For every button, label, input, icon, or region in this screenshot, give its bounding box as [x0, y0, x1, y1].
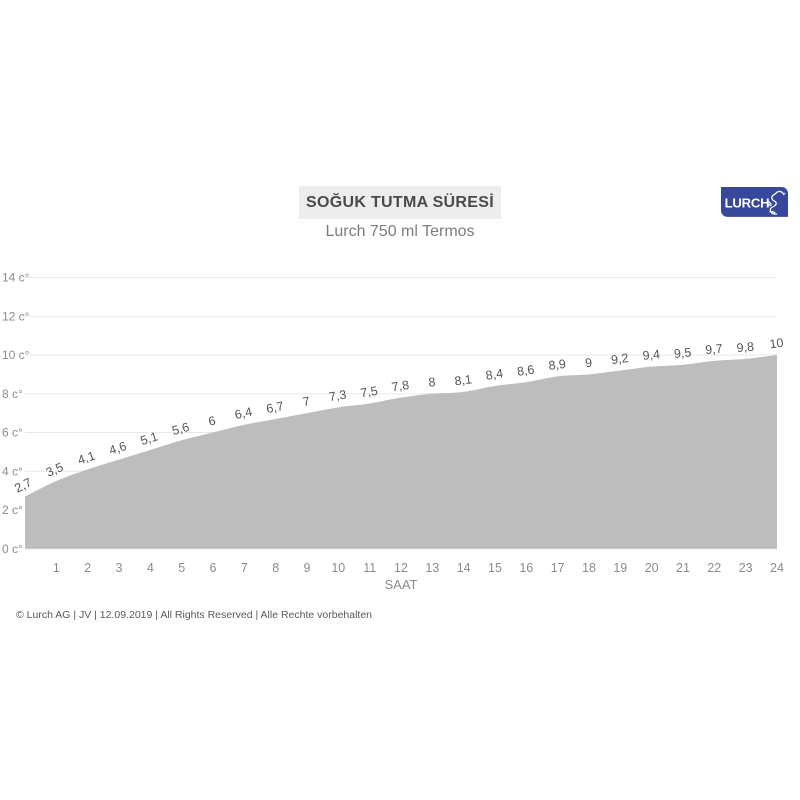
svg-text:0 c°: 0 c°: [2, 542, 23, 556]
svg-text:7,3: 7,3: [328, 388, 347, 405]
svg-text:8,4: 8,4: [485, 366, 504, 383]
svg-text:7,5: 7,5: [359, 384, 378, 401]
svg-text:6,7: 6,7: [265, 399, 285, 416]
svg-text:5: 5: [178, 561, 185, 575]
svg-text:9,7: 9,7: [705, 342, 724, 358]
svg-text:9,4: 9,4: [642, 347, 661, 363]
svg-text:3,5: 3,5: [44, 460, 66, 480]
svg-text:9,2: 9,2: [610, 351, 629, 367]
svg-text:23: 23: [739, 561, 753, 575]
svg-text:10: 10: [331, 561, 345, 575]
svg-text:14 c°: 14 c°: [2, 271, 30, 285]
svg-text:8: 8: [272, 561, 279, 575]
svg-text:12 c°: 12 c°: [2, 309, 30, 323]
svg-text:8: 8: [428, 375, 436, 390]
svg-text:7: 7: [302, 394, 311, 409]
svg-text:SAAT: SAAT: [385, 577, 418, 592]
svg-text:4: 4: [147, 561, 154, 575]
svg-text:9: 9: [585, 356, 593, 371]
svg-text:9,5: 9,5: [673, 345, 692, 361]
svg-text:22: 22: [707, 561, 721, 575]
svg-text:6 c°: 6 c°: [2, 426, 23, 440]
svg-text:4,1: 4,1: [76, 449, 97, 468]
svg-text:15: 15: [488, 561, 502, 575]
svg-text:8,9: 8,9: [548, 357, 567, 373]
svg-text:7,8: 7,8: [391, 378, 410, 395]
svg-text:12: 12: [394, 561, 408, 575]
svg-text:9: 9: [304, 561, 311, 575]
svg-text:21: 21: [676, 561, 690, 575]
svg-text:14: 14: [457, 561, 471, 575]
svg-text:4,6: 4,6: [107, 439, 128, 458]
svg-text:9,8: 9,8: [736, 340, 755, 356]
svg-text:1: 1: [53, 561, 60, 575]
svg-text:3: 3: [116, 561, 123, 575]
svg-text:20: 20: [645, 561, 659, 575]
svg-text:2: 2: [84, 561, 91, 575]
svg-text:6: 6: [210, 561, 217, 575]
svg-text:11: 11: [363, 561, 376, 575]
svg-text:5,6: 5,6: [170, 420, 191, 438]
svg-text:8,6: 8,6: [516, 362, 535, 379]
svg-text:4 c°: 4 c°: [2, 464, 23, 478]
svg-text:24: 24: [770, 561, 784, 575]
svg-text:8 c°: 8 c°: [2, 387, 23, 401]
svg-text:10: 10: [769, 336, 785, 352]
svg-text:18: 18: [582, 561, 596, 575]
svg-text:2 c°: 2 c°: [2, 503, 23, 517]
svg-text:7: 7: [241, 561, 248, 575]
svg-text:10 c°: 10 c°: [2, 348, 30, 362]
svg-text:6,4: 6,4: [233, 405, 253, 422]
svg-text:6: 6: [207, 413, 217, 428]
svg-text:17: 17: [551, 561, 565, 575]
svg-text:19: 19: [613, 561, 627, 575]
svg-text:13: 13: [425, 561, 439, 575]
svg-text:8,1: 8,1: [454, 372, 473, 388]
svg-text:16: 16: [519, 561, 533, 575]
